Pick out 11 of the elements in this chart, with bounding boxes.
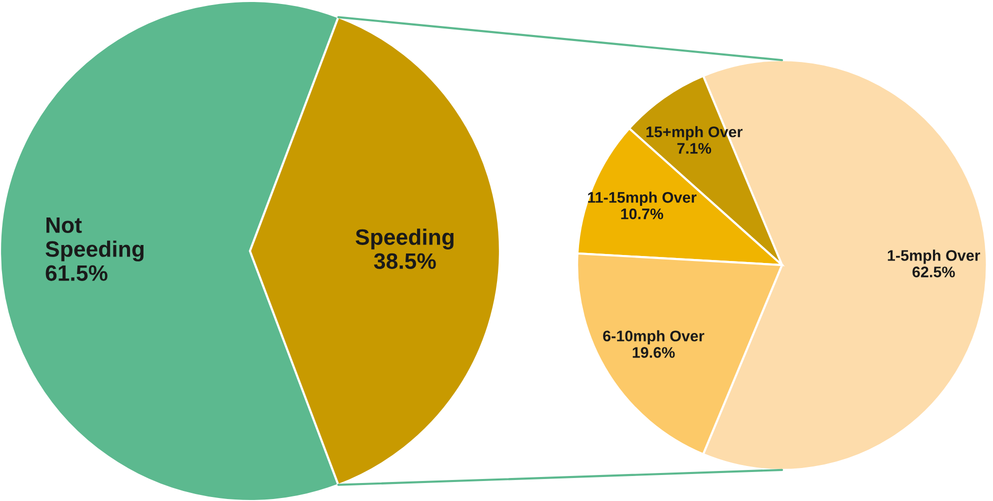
slice-label: 6-10mph Over	[603, 330, 704, 344]
data-label: 61.5%	[46, 265, 108, 281]
data-label: 62.5%	[912, 266, 955, 278]
data-label: 19.6%	[632, 347, 675, 358]
slice-label: Speeding	[356, 228, 454, 250]
slice-label: 11-15mph Over	[588, 192, 696, 206]
slice-label: Not Speeding	[46, 217, 144, 262]
slice-label: 1-5mph Over	[888, 250, 980, 264]
data-label: 38.5%	[374, 253, 436, 270]
data-label: 7.1%	[677, 142, 712, 154]
data-label: 10.7%	[621, 208, 664, 220]
